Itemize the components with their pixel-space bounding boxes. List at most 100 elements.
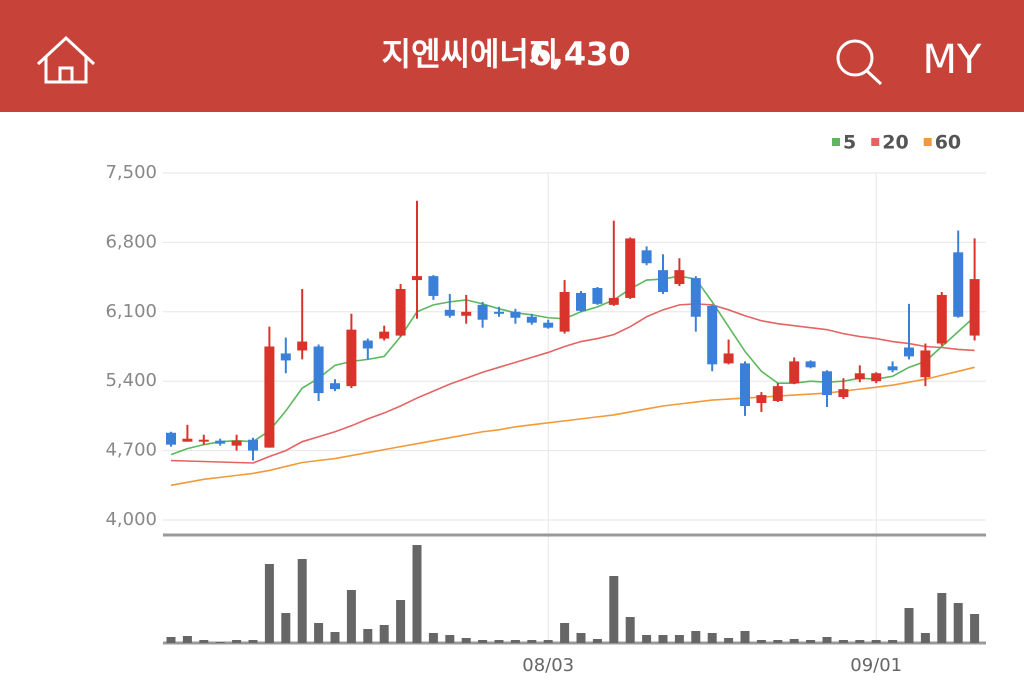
legend-swatch: [923, 138, 932, 146]
my-button[interactable]: MY: [923, 37, 983, 83]
candle-body: [854, 373, 865, 380]
volume-bar: [281, 613, 291, 643]
volume-bar: [445, 635, 455, 643]
search-button[interactable]: [836, 39, 883, 86]
candle-body: [313, 346, 324, 394]
candle-body: [674, 270, 685, 285]
volume-bar: [576, 633, 586, 643]
candle-body: [707, 305, 718, 365]
candle-body: [461, 311, 472, 316]
candle-body: [346, 329, 357, 387]
volume-bar: [182, 636, 192, 643]
y-tick-label: 6,100: [105, 301, 157, 322]
volume-bar: [642, 635, 652, 643]
candle-body: [395, 288, 406, 336]
volume-bar: [396, 600, 406, 643]
stock-price: 6,430: [529, 35, 630, 73]
volume-bar: [953, 603, 963, 643]
volume-bar: [363, 629, 373, 643]
volume-bar: [904, 608, 914, 643]
volume-bar: [773, 640, 783, 643]
candle-body: [871, 373, 882, 382]
volume-bar: [314, 623, 324, 643]
volume-bar: [592, 639, 602, 643]
candle-body: [231, 440, 242, 446]
candle-body: [756, 395, 767, 404]
volume-bar: [428, 633, 438, 643]
ma-line: [170, 303, 975, 464]
candle-body: [789, 361, 800, 384]
candle-body: [887, 366, 898, 371]
volume-bar: [707, 633, 717, 643]
legend-label: 20: [882, 132, 908, 154]
candle-body: [838, 389, 849, 398]
volume-bar: [215, 642, 225, 643]
volume-bar: [674, 635, 684, 643]
candle-body: [510, 311, 521, 318]
candle-body: [444, 309, 455, 316]
volume-bar: [461, 638, 471, 643]
volume-bar: [330, 632, 340, 643]
legend-label: 60: [935, 132, 961, 154]
y-tick-label: 4,000: [105, 509, 157, 530]
candle-body: [182, 438, 193, 442]
volume-bar: [822, 637, 832, 643]
candle-body: [559, 291, 570, 332]
volume-bar: [543, 640, 553, 643]
volume-bar: [658, 635, 668, 643]
volume-bar: [199, 640, 209, 643]
candle-body: [297, 341, 308, 351]
candle-body: [494, 311, 504, 314]
candle-body: [543, 322, 554, 328]
volume-bar: [248, 640, 258, 643]
volume-bar: [920, 633, 930, 643]
y-tick-label: 4,700: [105, 440, 157, 461]
volume-bar: [937, 593, 947, 643]
candle-body: [772, 386, 783, 402]
candle-body: [904, 347, 914, 357]
ma-line: [170, 366, 975, 487]
chart: 4,000 4,700 5,400 6,100 6,800 7,500 08/03 09/01…: [105, 132, 986, 676]
candle-body: [477, 304, 488, 320]
volume-bar: [888, 640, 898, 643]
volume-bar: [970, 614, 980, 643]
y-tick-label: 6,800: [105, 231, 157, 252]
volume-bar: [232, 640, 242, 643]
candle-body: [822, 371, 832, 396]
volume-bar: [412, 545, 422, 643]
volume-bar: [838, 640, 848, 643]
volume-bar: [855, 640, 865, 643]
candle-body: [625, 238, 636, 298]
candle-body: [920, 350, 931, 378]
home-button[interactable]: [36, 35, 96, 84]
candle-body: [526, 316, 537, 323]
candle-body: [608, 297, 619, 305]
candle-body: [362, 340, 373, 349]
candle-body: [379, 331, 390, 339]
legend-label: 5: [843, 132, 856, 154]
candle-body: [723, 353, 734, 364]
candle-body: [969, 279, 980, 336]
volume-bar: [691, 631, 701, 643]
x-tick-label: 09/01: [850, 655, 902, 676]
volume-bar: [609, 576, 619, 643]
volume-bar: [560, 623, 570, 643]
candle-body: [658, 270, 668, 292]
candle-body: [641, 250, 652, 264]
volume-bar: [494, 640, 504, 643]
volume-bar: [346, 590, 356, 643]
candle-body: [280, 353, 291, 361]
volume-bar: [478, 640, 488, 643]
ma-line: [170, 275, 976, 456]
volume-bar: [297, 559, 307, 643]
candle-body: [805, 361, 816, 368]
candle-body: [953, 252, 964, 317]
candle-body: [198, 439, 209, 442]
candle-body: [330, 383, 340, 390]
candle-body: [740, 363, 750, 406]
legend-swatch: [871, 138, 880, 146]
stock-name: 지엔씨에너지: [382, 35, 559, 73]
candle-body: [264, 346, 275, 448]
